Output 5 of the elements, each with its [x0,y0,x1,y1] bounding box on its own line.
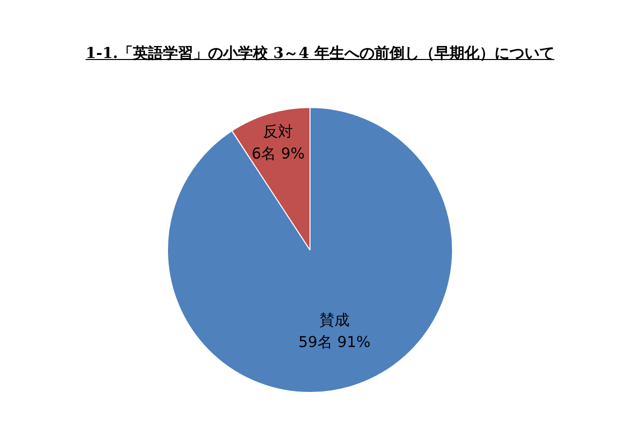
chart-title: 1-1.「英語学習」の小学校 3～4 年生への前倒し（早期化）について [86,44,554,62]
slice-label: 賛成 [319,310,350,329]
slice-label: 反対 [263,122,294,140]
data-label: 6名 9% [252,144,305,162]
data-label: 59名 91% [298,332,371,351]
